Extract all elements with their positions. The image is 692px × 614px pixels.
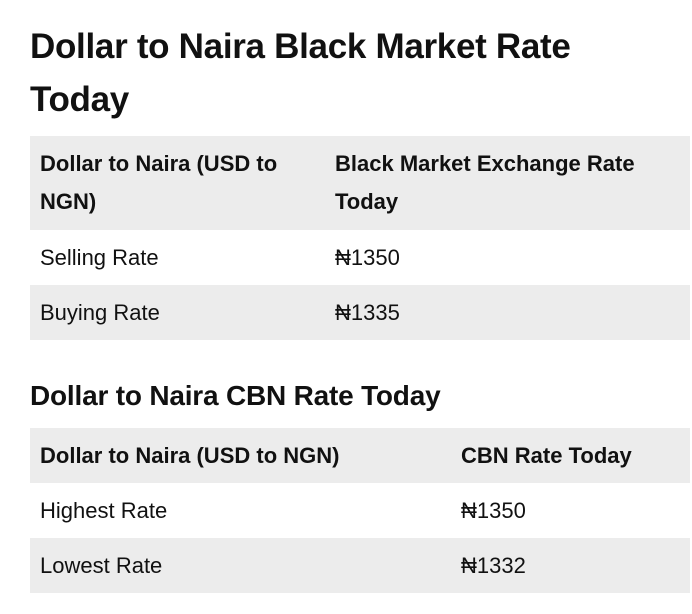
cbn-rate-table: Dollar to Naira (USD to NGN) CBN Rate To…	[30, 428, 690, 593]
column-header-pair: Dollar to Naira (USD to NGN)	[40, 442, 340, 468]
page-title: Dollar to Naira Black Market Rate Today	[30, 27, 571, 119]
column-header-pair: Dollar to Naira (USD to NGN)	[40, 151, 278, 214]
table-header-row: Dollar to Naira (USD to NGN) Black Marke…	[30, 136, 690, 230]
black-market-rate-table: Dollar to Naira (USD to NGN) Black Marke…	[30, 136, 690, 340]
rate-value: ₦1350	[335, 244, 400, 270]
rate-label: Lowest Rate	[40, 552, 163, 578]
rate-label: Highest Rate	[40, 497, 168, 523]
rate-label: Selling Rate	[40, 244, 159, 270]
section-heading: Dollar to Naira CBN Rate Today	[30, 380, 441, 411]
column-header-rate: CBN Rate Today	[461, 442, 632, 468]
article-content: Dollar to Naira Black Market Rate Today …	[30, 0, 690, 593]
rate-value: ₦1350	[461, 497, 526, 523]
rate-value: ₦1335	[335, 299, 400, 325]
table-header-row: Dollar to Naira (USD to NGN) CBN Rate To…	[30, 428, 690, 483]
rate-label: Buying Rate	[40, 299, 160, 325]
rate-value: ₦1332	[461, 552, 526, 578]
table-row: Buying Rate ₦1335	[30, 285, 690, 340]
table-row: Selling Rate ₦1350	[30, 230, 690, 285]
table-row: Highest Rate ₦1350	[30, 483, 690, 538]
column-header-rate: Black Market Exchange Rate Today	[335, 151, 635, 214]
table-row: Lowest Rate ₦1332	[30, 538, 690, 593]
